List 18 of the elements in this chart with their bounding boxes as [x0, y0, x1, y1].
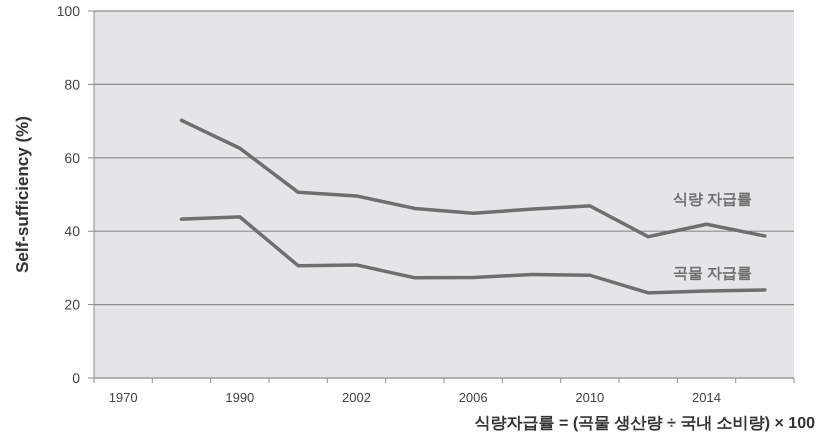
y-tick-label: 60 [64, 150, 80, 166]
y-axis-title: Self-sufficiency (%) [13, 116, 32, 273]
y-tick-label: 40 [64, 223, 80, 240]
x-tick-label: 2010 [575, 390, 604, 405]
text: 식량자급률 = (곡물 생산량 ÷ 국내 소비량) × 100 [474, 415, 816, 432]
y-tick-label: 80 [64, 76, 80, 92]
series-label: 곡물 자급률 [672, 264, 752, 282]
x-tick-label: 1990 [225, 390, 254, 405]
y-tick-label: 100 [56, 3, 80, 19]
line-series [180, 215, 767, 295]
x-tick-label: 1970 [108, 390, 138, 405]
line-series [180, 118, 767, 238]
x-tick-label: 2014 [692, 390, 721, 405]
y-tick-label: 0 [72, 370, 80, 386]
y-tick-label: 20 [64, 296, 80, 313]
x-tick-label: 2002 [342, 390, 371, 405]
series-label: 식량 자급률 [672, 190, 752, 208]
x-tick-label: 2006 [458, 390, 488, 405]
